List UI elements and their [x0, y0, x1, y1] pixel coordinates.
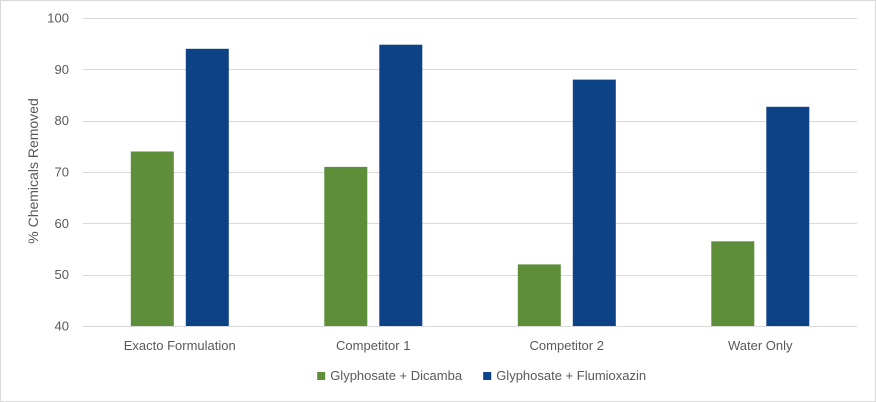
y-tick-label: 50 [55, 267, 69, 282]
y-tick-label: 40 [55, 319, 69, 334]
legend-label: Glyphosate + Dicamba [330, 368, 463, 383]
legend-label: Glyphosate + Flumioxazin [496, 368, 646, 383]
x-axis-ticks: Exacto Formulation Competitor 1 Competitor… [124, 338, 793, 353]
bar [130, 151, 174, 326]
bars [130, 44, 810, 327]
x-tick-label: Water Only [728, 338, 793, 353]
legend: Glyphosate + Dicamba Glyphosate + Flumiox… [317, 368, 646, 383]
y-tick-label: 70 [55, 165, 69, 180]
legend-item: Glyphosate + Flumioxazin [483, 368, 646, 383]
legend-item: Glyphosate + Dicamba [317, 368, 463, 383]
y-tick-label: 60 [55, 216, 69, 231]
bar [324, 166, 368, 326]
bar [517, 264, 561, 326]
x-tick-label: Competitor 2 [530, 338, 604, 353]
legend-swatch [483, 372, 492, 380]
x-tick-label: Competitor 1 [336, 338, 410, 353]
y-tick-label: 90 [55, 62, 69, 77]
bar [711, 241, 755, 326]
bar [766, 106, 810, 326]
y-tick-label: 80 [55, 113, 69, 128]
bar [379, 44, 423, 326]
bar [185, 48, 229, 327]
y-tick-label: 100 [47, 11, 69, 26]
y-axis-title: % Chemicals Removed [25, 98, 41, 244]
bar [572, 79, 616, 326]
legend-swatch [317, 372, 326, 380]
x-tick-label: Exacto Formulation [124, 338, 236, 353]
y-axis-ticks: 40 50 60 70 80 90 100 [47, 11, 69, 334]
